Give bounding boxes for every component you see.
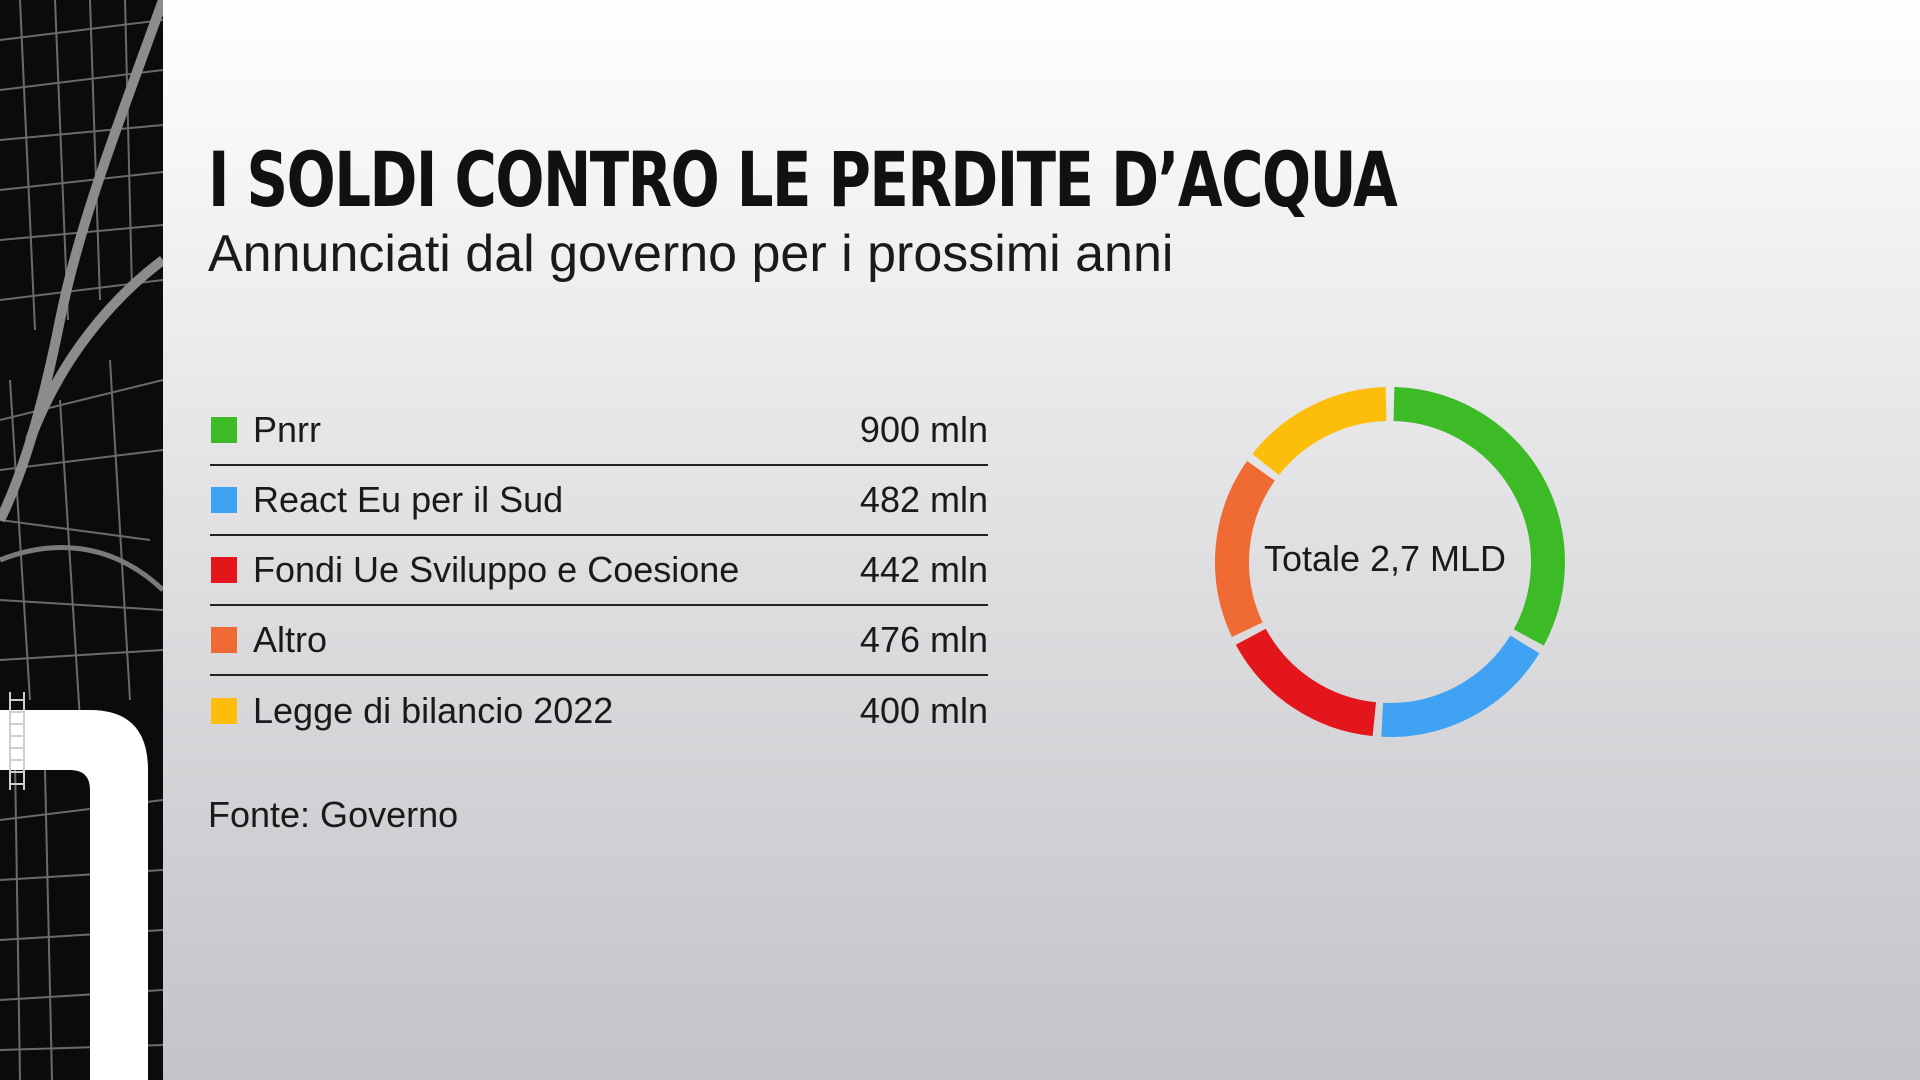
legend-swatch (211, 487, 237, 513)
legend-value: 476 mln (859, 619, 988, 660)
page-subtitle: Annunciati dal governo per i prossimi an… (208, 225, 1174, 283)
donut-slice-pnrr (1393, 387, 1565, 646)
legend-table: Pnrr 900 mln React Eu per il Sud 482 mln Fon… (210, 396, 988, 746)
legend-swatch (211, 698, 237, 724)
legend-label: React Eu per il Sud (253, 479, 564, 520)
legend-label: Pnrr (253, 409, 322, 450)
legend-row: Pnrr 900 mln (210, 396, 988, 466)
decorative-map-strip (0, 0, 163, 1080)
legend-row: Altro 476 mln (210, 606, 988, 676)
page-title: I SOLDI CONTRO LE PERDITE D’ACQUA (208, 135, 1398, 224)
legend-value: 900 mln (859, 409, 988, 450)
legend-row: Fondi Ue Sviluppo e Coesione 442 mln (210, 536, 988, 606)
donut-slice-legge-di-bilancio-2022 (1252, 387, 1387, 476)
legend-label: Legge di bilancio 2022 (253, 690, 614, 731)
legend-value: 442 mln (859, 549, 988, 590)
donut-slice-altro (1215, 461, 1276, 637)
legend-label: Altro (253, 619, 328, 660)
source-note: Fonte: Governo (208, 794, 459, 835)
legend-swatch (211, 627, 237, 653)
legend-label: Fondi Ue Sviluppo e Coesione (253, 549, 740, 590)
donut-slice-fondi-ue-sviluppo-e-coesione (1235, 628, 1377, 737)
legend-swatch (211, 417, 237, 443)
legend-value: 400 mln (859, 690, 988, 731)
street-map-graphic (0, 0, 163, 1080)
donut-center-label: Totale 2,7 MLD (1263, 538, 1507, 579)
legend-row: Legge di bilancio 2022 400 mln (210, 676, 988, 746)
legend-row: React Eu per il Sud 482 mln (210, 466, 988, 536)
legend-swatch (211, 557, 237, 583)
legend-value: 482 mln (859, 479, 988, 520)
donut-slice-react-eu-per-il-sud (1381, 635, 1540, 737)
donut-chart (1215, 387, 1565, 737)
